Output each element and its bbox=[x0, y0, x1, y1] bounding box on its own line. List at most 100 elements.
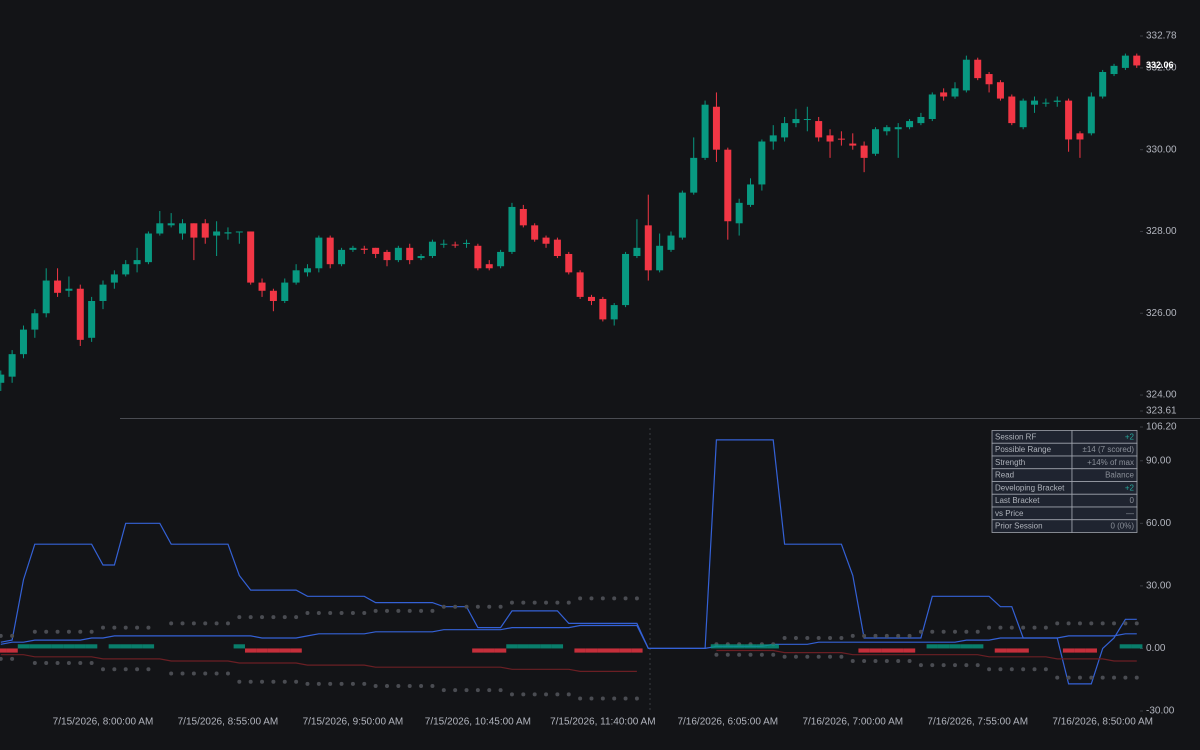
band-dot bbox=[612, 596, 617, 601]
band-dot bbox=[475, 604, 480, 609]
band-dot bbox=[203, 671, 208, 676]
band-dot bbox=[634, 696, 639, 701]
band-dot bbox=[214, 621, 219, 626]
bracket-bar bbox=[903, 648, 916, 653]
band-dot bbox=[612, 696, 617, 701]
candle-body bbox=[667, 235, 675, 250]
candle-body bbox=[383, 251, 391, 261]
candle-body bbox=[474, 245, 482, 269]
band-dot bbox=[725, 652, 730, 657]
band-dot bbox=[589, 696, 594, 701]
candle-body bbox=[360, 248, 368, 250]
band-dot bbox=[634, 596, 639, 601]
band-dot bbox=[589, 596, 594, 601]
band-dot bbox=[305, 681, 310, 686]
band-dot bbox=[793, 636, 798, 641]
table-label: Developing Bracket bbox=[995, 483, 1065, 492]
candle-body bbox=[985, 74, 993, 85]
candle-body bbox=[235, 231, 243, 233]
band-dot bbox=[998, 667, 1003, 672]
bracket-bar bbox=[29, 644, 41, 649]
band-dot bbox=[10, 633, 15, 638]
band-dot bbox=[1134, 675, 1139, 680]
candle-body bbox=[315, 237, 323, 269]
x-tick-label: 7/16/2026, 7:55:00 AM bbox=[927, 717, 1028, 728]
band-dot bbox=[260, 679, 265, 684]
x-tick-label: 7/15/2026, 8:00:00 AM bbox=[53, 717, 154, 728]
candle-body bbox=[849, 143, 857, 146]
candle-body bbox=[1076, 133, 1084, 140]
candle-body bbox=[519, 208, 527, 226]
bracket-bar bbox=[1074, 648, 1086, 653]
band-dot bbox=[1055, 621, 1060, 626]
band-dot bbox=[316, 610, 321, 615]
x-tick-label: 7/16/2026, 7:00:00 AM bbox=[802, 717, 903, 728]
band-dot bbox=[873, 658, 878, 663]
band-dot bbox=[169, 621, 174, 626]
candle-body bbox=[906, 121, 914, 128]
candle-body bbox=[1099, 71, 1107, 97]
candle-body bbox=[1110, 65, 1118, 75]
band-dot bbox=[66, 661, 71, 666]
band-dot bbox=[225, 621, 230, 626]
y-tick-label: 323.61 bbox=[1146, 406, 1177, 417]
bracket-bar bbox=[972, 644, 984, 649]
candle-body bbox=[144, 233, 152, 263]
band-dot bbox=[1112, 621, 1117, 626]
band-dot bbox=[1021, 667, 1026, 672]
bracket-bar bbox=[994, 648, 1007, 653]
band-dot bbox=[782, 654, 787, 659]
table-cell bbox=[1071, 493, 1138, 508]
band-dot bbox=[112, 667, 117, 672]
bracket-bar bbox=[40, 644, 52, 649]
band-dot bbox=[362, 681, 367, 686]
band-dot bbox=[600, 596, 605, 601]
bracket-bar bbox=[960, 644, 973, 649]
band-dot bbox=[396, 683, 401, 688]
candle-body bbox=[1133, 55, 1141, 66]
bracket-bar bbox=[1119, 644, 1132, 649]
band-dot bbox=[169, 671, 174, 676]
band-dot bbox=[759, 652, 764, 657]
bracket-bar bbox=[63, 644, 75, 649]
candle-body bbox=[928, 94, 936, 120]
band-dot bbox=[544, 692, 549, 697]
candle-body bbox=[690, 157, 698, 193]
candle-body bbox=[497, 251, 505, 267]
table-value: Balance bbox=[1105, 471, 1134, 480]
band-dot bbox=[487, 604, 492, 609]
band-dot bbox=[941, 663, 946, 668]
table-label: Read bbox=[995, 471, 1014, 480]
candle-body bbox=[815, 121, 823, 138]
candle-body bbox=[712, 106, 720, 150]
candle-body bbox=[826, 135, 834, 142]
x-tick-label: 7/15/2026, 8:55:00 AM bbox=[178, 717, 279, 728]
candle-body bbox=[292, 270, 300, 283]
band-dot bbox=[407, 683, 412, 688]
band-dot bbox=[44, 661, 49, 666]
candle-body bbox=[31, 313, 39, 330]
band-dot bbox=[1066, 675, 1071, 680]
bracket-bar bbox=[108, 644, 121, 649]
bracket-bar bbox=[483, 648, 495, 653]
band-dot bbox=[55, 629, 60, 634]
candle-body bbox=[269, 290, 277, 301]
band-dot bbox=[191, 621, 196, 626]
band-dot bbox=[328, 610, 333, 615]
band-dot bbox=[123, 625, 128, 630]
band-dot bbox=[271, 679, 276, 684]
indicator-line bbox=[0, 439, 1137, 685]
candle-body bbox=[758, 141, 766, 185]
band-dot bbox=[362, 610, 367, 615]
candle-body bbox=[372, 247, 380, 254]
candle-body bbox=[1121, 55, 1129, 68]
y-tick-label: 106.20 bbox=[1146, 422, 1177, 433]
y-tick-label: 332.00 bbox=[1146, 63, 1177, 74]
band-dot bbox=[282, 679, 287, 684]
band-dot bbox=[66, 629, 71, 634]
candle-body bbox=[1019, 100, 1027, 128]
candle-body bbox=[65, 288, 73, 291]
band-dot bbox=[828, 636, 833, 641]
band-dot bbox=[419, 608, 424, 613]
table-value: ±14 (7 scored) bbox=[1082, 445, 1134, 454]
